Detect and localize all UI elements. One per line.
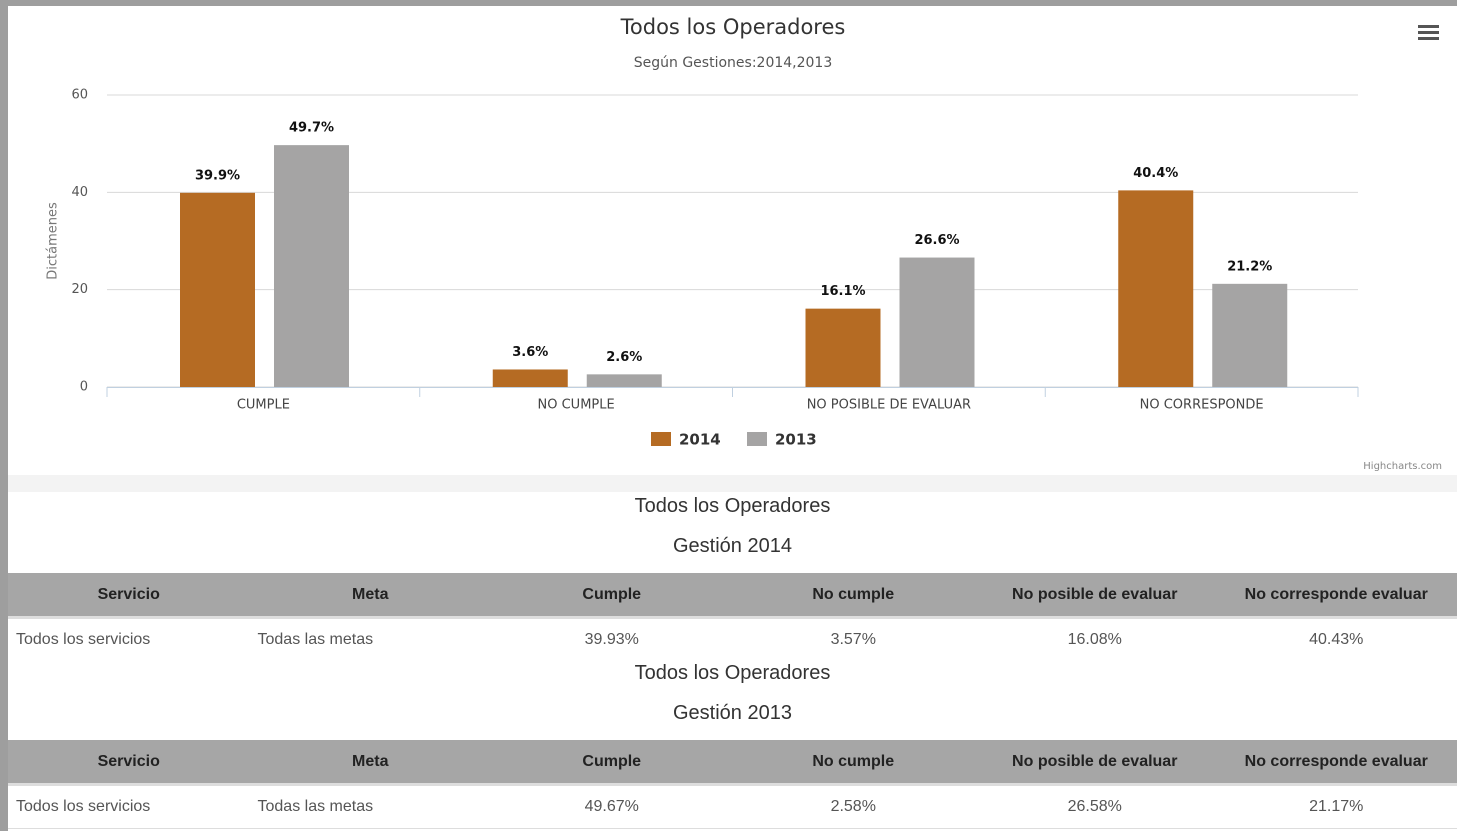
separator	[8, 475, 1457, 492]
table-title: Todos los Operadores	[634, 662, 831, 684]
column-header: Meta	[249, 740, 491, 786]
table-row: Todos los servicios Todas las metas 49.67%…	[8, 784, 1457, 829]
header-row: Servicio Meta Cumple No cumple No posible de…	[8, 573, 1457, 619]
x-tick-label: NO CUMPLE	[538, 398, 615, 413]
legend-label: 2013	[775, 431, 817, 449]
bar	[180, 192, 255, 387]
column-header: Meta	[249, 573, 491, 619]
data-label: 2.6%	[606, 350, 642, 365]
table-title: Todos los Operadores	[634, 495, 831, 517]
table-section: Todos los Operadores Gestión 2013 Servicio…	[8, 659, 1457, 831]
legend-swatch	[747, 432, 767, 446]
table-cell: 21.17%	[1215, 784, 1457, 829]
column-header: Cumple	[491, 740, 733, 786]
data-label: 40.4%	[1133, 166, 1178, 181]
data-label: 39.9%	[195, 168, 240, 183]
table-cell: Todas las metas	[249, 784, 491, 829]
bar	[274, 145, 349, 387]
menu-bar	[1418, 25, 1439, 28]
table-subtitle: Gestión 2013	[673, 702, 792, 724]
menu-button[interactable]	[1418, 25, 1439, 40]
data-label: 3.6%	[512, 345, 548, 360]
column-header: Servicio	[8, 740, 250, 786]
data-table: Servicio Meta Cumple No cumple No posible de…	[8, 573, 1457, 662]
data-table: Servicio Meta Cumple No cumple No posible de…	[8, 740, 1457, 829]
table-cell: Todos los servicios	[8, 784, 250, 829]
table-cell: 49.67%	[491, 784, 733, 829]
table-cell: 39.93%	[491, 617, 733, 662]
y-tick-label: 60	[71, 88, 88, 103]
header-row: Servicio Meta Cumple No cumple No posible de…	[8, 740, 1457, 786]
table-subtitle: Gestión 2014	[673, 535, 792, 557]
table-cell: Todos los servicios	[8, 617, 250, 662]
data-label: 16.1%	[820, 284, 865, 299]
chart-subtitle: Según Gestiones:2014,2013	[634, 55, 833, 71]
y-tick-label: 40	[71, 185, 88, 200]
legend-swatch	[651, 432, 671, 446]
legend-label: 2014	[679, 431, 721, 449]
bar	[1212, 283, 1288, 387]
x-tick-label: NO CORRESPONDE	[1140, 398, 1264, 413]
bar	[805, 308, 881, 387]
table-cell: 40.43%	[1215, 617, 1457, 662]
bar	[492, 369, 568, 387]
data-label: 49.7%	[289, 121, 334, 136]
column-header: No cumple	[732, 740, 974, 786]
column-header: Servicio	[8, 573, 250, 619]
column-header: No posible de evaluar	[974, 740, 1216, 786]
y-axis-label: Dictámenes	[46, 202, 61, 280]
table-cell: Todas las metas	[249, 617, 491, 662]
table-cell: 16.08%	[974, 617, 1216, 662]
table-cell: 3.57%	[732, 617, 974, 662]
data-label: 21.2%	[1227, 259, 1272, 274]
chart: Todos los Operadores Según Gestiones:201…	[8, 6, 1457, 492]
x-tick-label: CUMPLE	[237, 398, 290, 413]
table-cell: 26.58%	[974, 784, 1216, 829]
column-header: Cumple	[491, 573, 733, 619]
bar	[899, 257, 975, 387]
chart-title: Todos los Operadores	[620, 15, 846, 39]
column-header: No corresponde evaluar	[1215, 740, 1457, 786]
table-cell: 2.58%	[732, 784, 974, 829]
column-header: No corresponde evaluar	[1215, 573, 1457, 619]
column-header: No cumple	[732, 573, 974, 619]
table-section: Todos los Operadores Gestión 2014 Servicio…	[8, 492, 1457, 662]
y-tick-label: 0	[80, 380, 88, 395]
bar	[586, 374, 662, 387]
bar	[1118, 190, 1194, 387]
menu-bar	[1418, 31, 1439, 34]
menu-bar	[1418, 37, 1439, 40]
credits: Highcharts.com	[1363, 461, 1442, 472]
column-header: No posible de evaluar	[974, 573, 1216, 619]
x-tick-label: NO POSIBLE DE EVALUAR	[807, 398, 971, 413]
y-tick-label: 20	[71, 282, 88, 297]
table-row: Todos los servicios Todas las metas 39.93%…	[8, 617, 1457, 662]
data-label: 26.6%	[914, 233, 959, 248]
